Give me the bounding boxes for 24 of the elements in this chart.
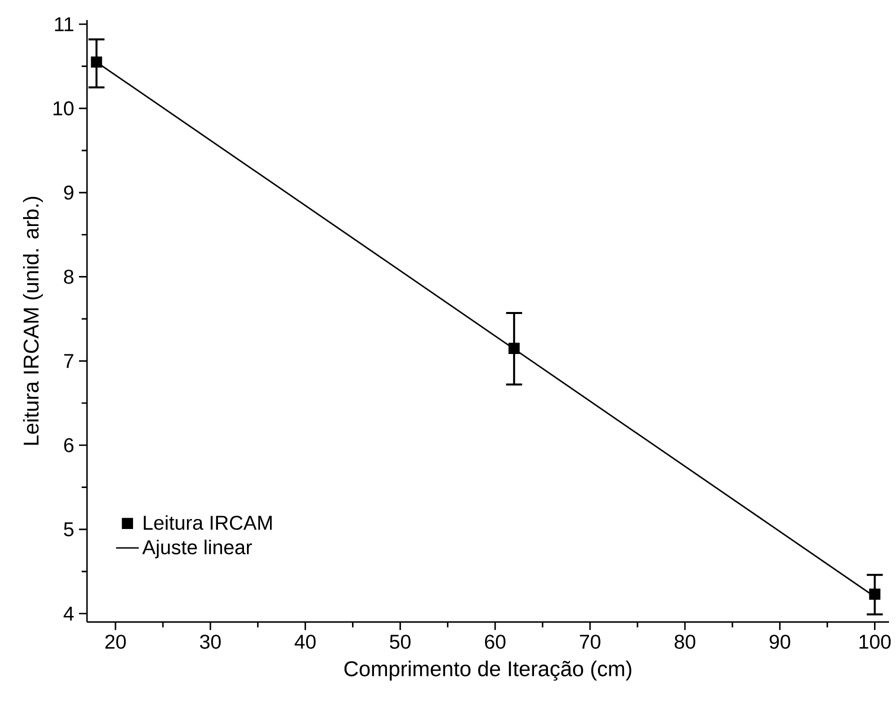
y-axis-title: Leitura IRCAM (unid. arb.) bbox=[23, 196, 43, 445]
point bbox=[869, 588, 880, 600]
x-tick-label: 50 bbox=[390, 634, 411, 649]
y-tick-label: 4 bbox=[64, 606, 74, 620]
y-tick-label: 10 bbox=[54, 101, 74, 116]
x-tick-label: 30 bbox=[200, 634, 221, 649]
x-tick-label: 60 bbox=[485, 634, 506, 649]
x-tick-label: 80 bbox=[674, 634, 696, 649]
x-tick-label: 20 bbox=[105, 634, 126, 649]
y-tick-label: 6 bbox=[64, 438, 74, 452]
x-tick-label: 90 bbox=[770, 634, 790, 649]
legend-label: Ajuste linear bbox=[142, 540, 252, 558]
legend-label: Leitura IRCAM bbox=[144, 515, 272, 530]
point bbox=[90, 56, 102, 68]
y-tick-label: 5 bbox=[64, 522, 74, 536]
x-axis-title: Comprimento de Iteração (cm) bbox=[344, 660, 632, 681]
y-tick-label: 7 bbox=[64, 354, 74, 368]
y-tick-label: 9 bbox=[64, 186, 74, 200]
point bbox=[508, 342, 520, 354]
y-tick-label: 11 bbox=[55, 17, 74, 32]
x-tick-label: 100 bbox=[860, 634, 891, 649]
x-tick-label: 40 bbox=[294, 634, 316, 649]
y-tick-label: 8 bbox=[64, 270, 74, 284]
x-tick-label: 70 bbox=[580, 634, 600, 649]
